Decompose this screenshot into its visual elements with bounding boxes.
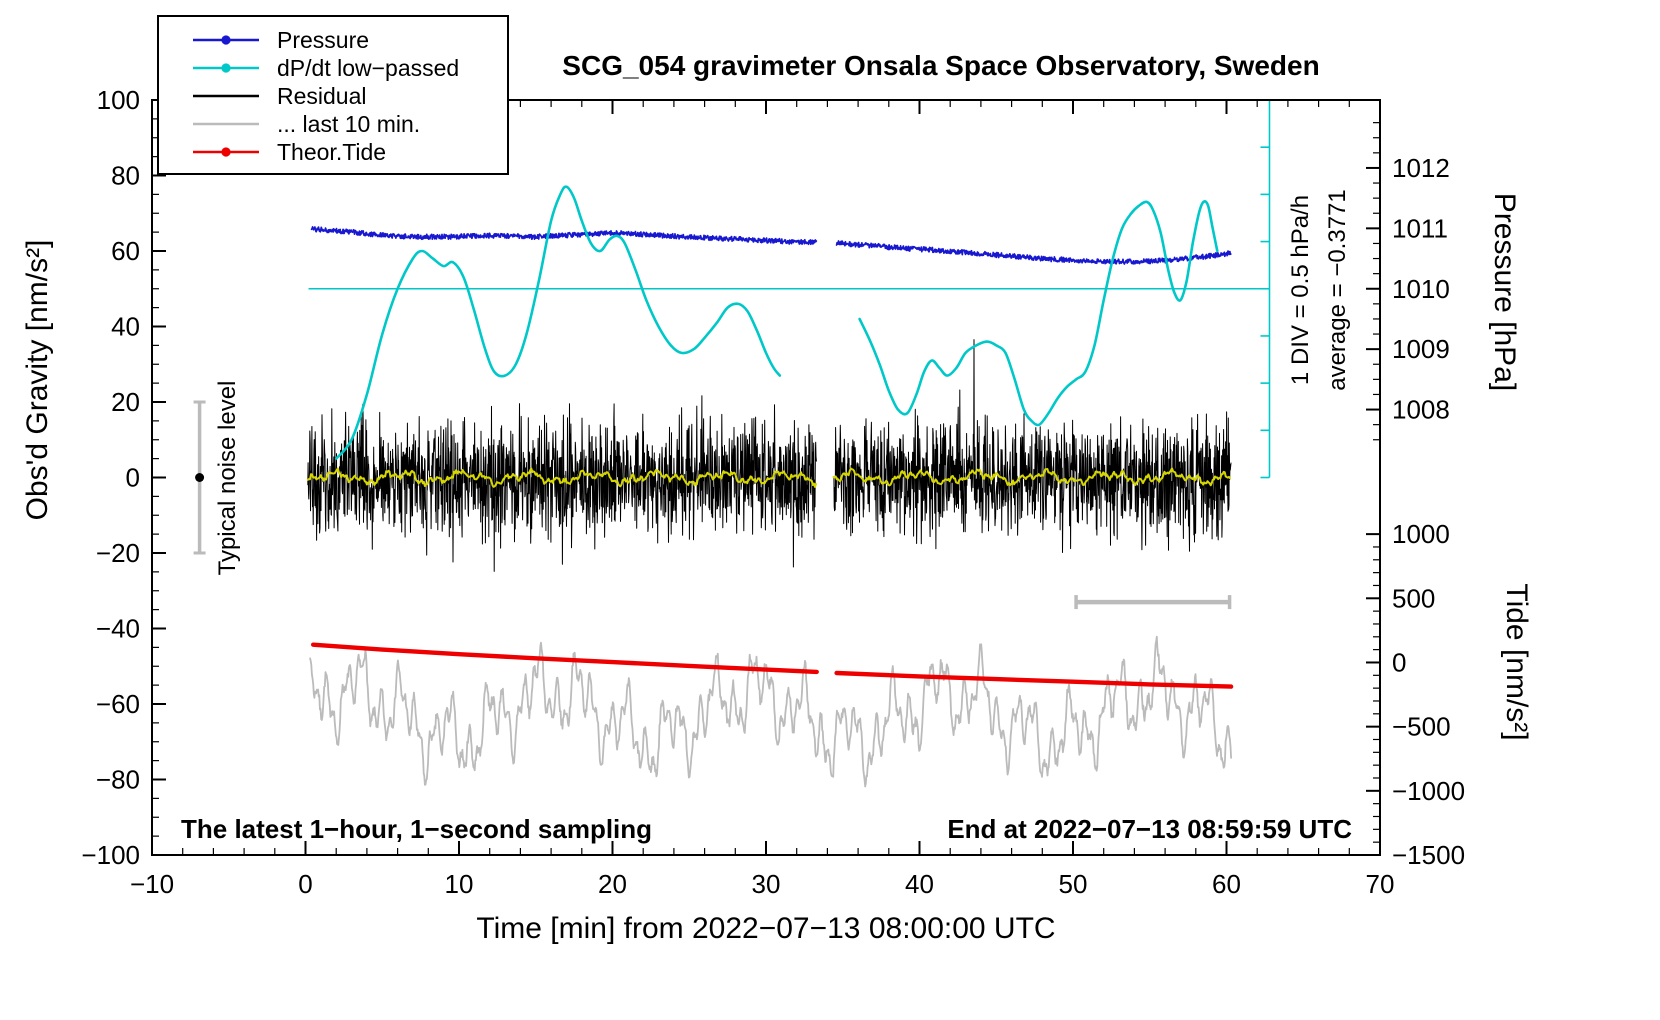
tide-tick-label: −1500 bbox=[1392, 840, 1465, 870]
gravity-tick-label: 80 bbox=[111, 161, 140, 191]
gravity-tick-label: −60 bbox=[96, 689, 140, 719]
x-tick-label: 0 bbox=[298, 869, 312, 899]
end-time-label: End at 2022−07−13 08:59:59 UTC bbox=[947, 814, 1352, 844]
gravity-tick-label: −100 bbox=[81, 840, 140, 870]
pressure-axis-label: Pressure [hPa] bbox=[1488, 192, 1521, 392]
gravity-tick-label: −20 bbox=[96, 538, 140, 568]
legend-line-dot-sample bbox=[193, 63, 259, 73]
div-scale-label: 1 DIV = 0.5 hPa/h bbox=[1287, 194, 1314, 386]
gravity-tick-label: 100 bbox=[97, 85, 140, 115]
legend-item-2: Residual bbox=[191, 82, 507, 110]
x-tick-label: 60 bbox=[1212, 869, 1241, 899]
gravity-tick-label: −80 bbox=[96, 765, 140, 795]
gravity-tick-label: 20 bbox=[111, 387, 140, 417]
series-dpdt-lowpassed bbox=[334, 185, 1219, 460]
noise-level-dot bbox=[195, 473, 205, 482]
gravity-tick-label: 60 bbox=[111, 236, 140, 266]
pressure-tick-label: 1011 bbox=[1392, 213, 1448, 243]
gravity-axis-label: Obs'd Gravity [nm/s²] bbox=[21, 239, 54, 521]
series-pressure bbox=[310, 226, 1232, 265]
tide-tick-label: −1000 bbox=[1392, 776, 1465, 806]
pressure-tick-label: 1012 bbox=[1392, 153, 1450, 183]
gravity-tick-label: 40 bbox=[111, 312, 140, 342]
x-tick-label: 20 bbox=[598, 869, 627, 899]
series-residual-mean bbox=[306, 467, 1231, 488]
tide-tick-label: 500 bbox=[1392, 583, 1435, 613]
series bbox=[306, 185, 1234, 788]
legend-line-sample bbox=[193, 122, 259, 126]
legend-label: Residual bbox=[277, 82, 367, 109]
series-residual-last-10min bbox=[309, 635, 1232, 788]
legend-item-0: Pressure bbox=[191, 26, 507, 54]
legend-box: Pressure dP/dt low−passed Residual... last… bbox=[157, 15, 509, 175]
pressure-tick-label: 1009 bbox=[1392, 334, 1450, 364]
axes: −10 0 10 20 30 40 50 60 70−100−80−60−40−20020406… bbox=[81, 85, 1465, 899]
series-theor-tide bbox=[311, 642, 1234, 689]
legend-item-3: ... last 10 min. bbox=[191, 110, 507, 138]
typical-noise-level-label: Typical noise level bbox=[214, 380, 241, 576]
legend-line-sample bbox=[193, 94, 259, 98]
sampling-info-label: The latest 1−hour, 1−second sampling bbox=[181, 814, 653, 844]
tide-tick-label: −500 bbox=[1392, 712, 1451, 742]
series-residual bbox=[307, 339, 1232, 572]
legend-label: Pressure bbox=[277, 26, 370, 53]
pressure-tick-label: 1008 bbox=[1392, 395, 1450, 425]
x-tick-label: 50 bbox=[1059, 869, 1088, 899]
tide-tick-label: 0 bbox=[1392, 647, 1406, 677]
legend-label: dP/dt low−passed bbox=[277, 54, 460, 81]
legend-line-dot-sample bbox=[193, 35, 259, 45]
legend-item-4: Theor.Tide bbox=[191, 138, 507, 166]
x-tick-label: 10 bbox=[445, 869, 474, 899]
legend-label: ... last 10 min. bbox=[277, 110, 421, 137]
pressure-tick-label: 1010 bbox=[1392, 274, 1450, 304]
legend-line-dot-sample bbox=[193, 147, 259, 157]
gravity-tick-label: −40 bbox=[96, 614, 140, 644]
x-tick-label: 30 bbox=[752, 869, 781, 899]
gravity-tick-label: 0 bbox=[126, 463, 140, 493]
x-tick-label: 40 bbox=[905, 869, 934, 899]
x-axis-label: Time [min] from 2022−07−13 08:00:00 UTC bbox=[476, 912, 1056, 945]
legend-item-1: dP/dt low−passed bbox=[191, 54, 507, 82]
average-dpdt-label: average = −0.3771 bbox=[1324, 189, 1351, 391]
decorations bbox=[193, 400, 1232, 610]
legend-label: Theor.Tide bbox=[277, 138, 387, 165]
x-tick-label: −10 bbox=[130, 869, 174, 899]
tide-tick-label: 1000 bbox=[1392, 519, 1450, 549]
x-tick-label: 70 bbox=[1366, 869, 1395, 899]
tide-axis-label: Tide [nm/s²] bbox=[1500, 583, 1533, 741]
page-title: SCG_054 gravimeter Onsala Space Observat… bbox=[562, 50, 1320, 81]
